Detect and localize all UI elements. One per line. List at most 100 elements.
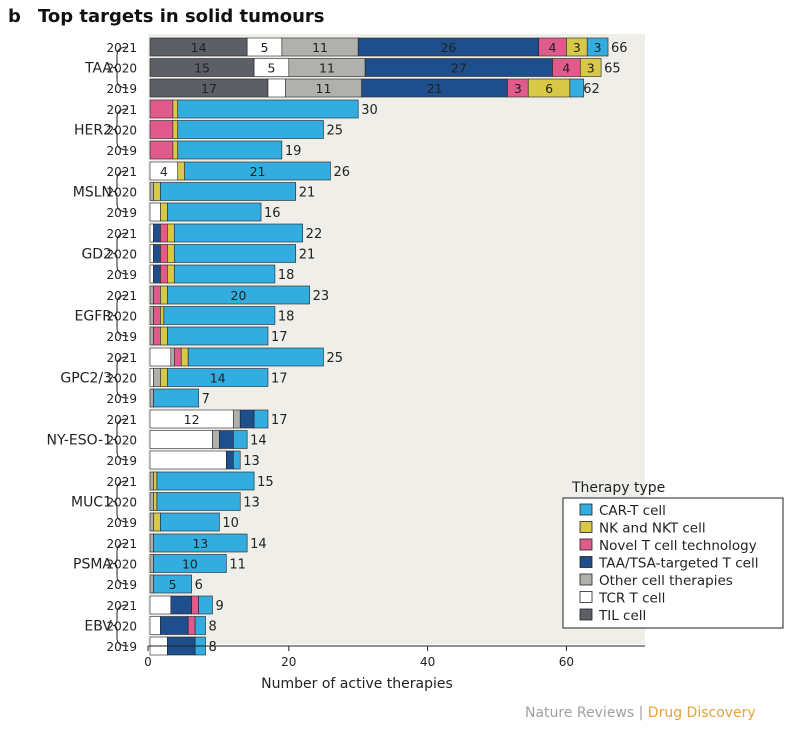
bar-segment-nk-and-nkt-cell (153, 492, 158, 511)
legend-label-tcr-t-cell: TCR T cell (598, 591, 665, 607)
bar-segment-nk-and-nkt-cell (160, 306, 165, 325)
bar-total-label: 13 (243, 454, 260, 469)
segment-label: 3 (587, 61, 595, 76)
target-label-msln: MSLN (73, 185, 112, 201)
bracket-muc1 (112, 480, 129, 523)
legend-swatch-other-cell-therapies (579, 573, 593, 586)
legend-label-nk-and-nkt-cell: NK and NKT cell (599, 521, 706, 537)
year-label: 2021 (106, 103, 137, 117)
year-label: 2019 (106, 578, 137, 592)
bar-segment-car-t-cell (194, 616, 206, 635)
year-label: 2019 (106, 640, 137, 654)
segment-label: 10 (182, 557, 198, 572)
bar-segment-nk-and-nkt-cell (172, 120, 179, 139)
bar-segment-car-t-cell (177, 99, 359, 119)
bar-segment-tcr-t-cell (149, 430, 213, 449)
target-label-psma: PSMA (73, 557, 112, 573)
segment-label: 3 (594, 40, 602, 55)
segment-label: 15 (194, 61, 210, 76)
target-label-ebv: EBV (84, 619, 112, 635)
bar-total-label: 66 (611, 41, 628, 56)
bar-segment-taa-tsa-targeted-t-cell (239, 409, 255, 429)
bar-total-label: 11 (229, 558, 246, 573)
bar-segment-nk-and-nkt-cell (172, 99, 179, 119)
bar-total-label: 22 (306, 227, 323, 242)
bar-segment-nk-and-nkt-cell (160, 326, 168, 346)
segment-label: 11 (319, 61, 335, 76)
bar-total-label: 7 (202, 392, 210, 407)
bar-segment-car-t-cell (153, 574, 192, 594)
bar-total-label: 9 (215, 599, 223, 614)
bar-segment-car-t-cell (173, 223, 303, 243)
bracket-taa (112, 46, 129, 89)
year-label: 2020 (106, 372, 137, 386)
bar-segment-other-cell-therapies (149, 285, 154, 305)
segment-label: 17 (201, 81, 217, 96)
bar-segment-nk-and-nkt-cell (167, 223, 175, 243)
legend-swatch-car-t-cell (579, 503, 593, 516)
bar-segment-other-cell-therapies (149, 533, 154, 553)
year-label: 2020 (106, 186, 137, 200)
bar-segment-car-t-cell (156, 492, 241, 511)
credit-part2: Drug Discovery (648, 705, 756, 721)
segment-label: 11 (312, 40, 328, 55)
bar-segment-novel-t-cell-technology (191, 595, 199, 615)
year-label: 2021 (106, 351, 137, 365)
bar-total-label: 21 (299, 248, 316, 263)
segment-label: 20 (231, 288, 247, 303)
bar-segment-taa-tsa-targeted-t-cell (153, 244, 161, 263)
bar-segment-other-cell-therapies (149, 388, 154, 408)
target-label-muc1: MUC1 (71, 495, 112, 511)
legend-swatch-nk-and-nkt-cell (579, 521, 593, 533)
bar-total-label: 17 (271, 413, 288, 428)
segment-label: 6 (545, 81, 553, 96)
target-label-gpc2-3: GPC2/3 (60, 371, 112, 387)
bar-segment-nk-and-nkt-cell (167, 264, 175, 284)
legend-label-taa-tsa-targeted-t-cell: TAA/TSA-targeted T cell (598, 556, 758, 572)
year-label: 2019 (106, 330, 137, 344)
bar-segment-tcr-t-cell (149, 368, 154, 387)
bar-segment-car-t-cell (156, 471, 255, 491)
x-tick-label: 20 (281, 655, 296, 669)
bracket-ebv (112, 604, 129, 647)
bar-segment-other-cell-therapies (149, 306, 154, 325)
x-tick-label: 60 (559, 655, 574, 669)
legend: Therapy type CAR-T cell NK and NKT cellNo… (562, 480, 784, 629)
bar-segment-car-t-cell (187, 347, 324, 367)
legend-label-novel-t-cell-technology: Novel T cell technology (599, 538, 757, 554)
year-label: 2020 (106, 310, 137, 324)
target-label-her2: HER2 (74, 123, 112, 139)
segment-label: 21 (250, 164, 266, 179)
year-label: 2020 (106, 62, 137, 76)
bar-segment-nk-and-nkt-cell (153, 182, 161, 201)
bar-total-label: 19 (285, 144, 302, 159)
bar-segment-nk-and-nkt-cell (579, 58, 602, 77)
year-label: 2021 (106, 165, 137, 179)
bar-total-label: 6 (195, 578, 203, 593)
year-label: 2019 (106, 454, 137, 468)
year-label: 2020 (106, 620, 137, 634)
bracket-gd2 (112, 232, 129, 275)
segment-label: 26 (440, 40, 456, 55)
bracket-gpc2-3 (112, 356, 129, 399)
bar-segment-other-cell-therapies (212, 430, 220, 449)
bar-segment-tcr-t-cell (267, 78, 286, 98)
bar-total-label: 8 (209, 620, 217, 635)
segment-label: 14 (210, 371, 226, 386)
year-label: 2019 (106, 268, 137, 282)
bar-segment-car-t-cell (586, 37, 609, 57)
bar-segment-car-t-cell (160, 182, 297, 201)
bracket-psma (112, 542, 129, 585)
year-label: 2020 (106, 124, 137, 138)
bar-total-label: 15 (257, 475, 274, 490)
year-label: 2019 (106, 82, 137, 96)
bar-total-label: 14 (250, 537, 267, 552)
legend-title: Therapy type (571, 480, 665, 496)
bar-segment-car-t-cell (177, 140, 283, 160)
bar-segment-tcr-t-cell (149, 264, 154, 284)
bar-segment-tcr-t-cell (149, 244, 154, 263)
bar-segment-nk-and-nkt-cell (160, 202, 168, 222)
bar-total-label: 8 (209, 640, 217, 655)
segment-label: 13 (192, 536, 208, 551)
